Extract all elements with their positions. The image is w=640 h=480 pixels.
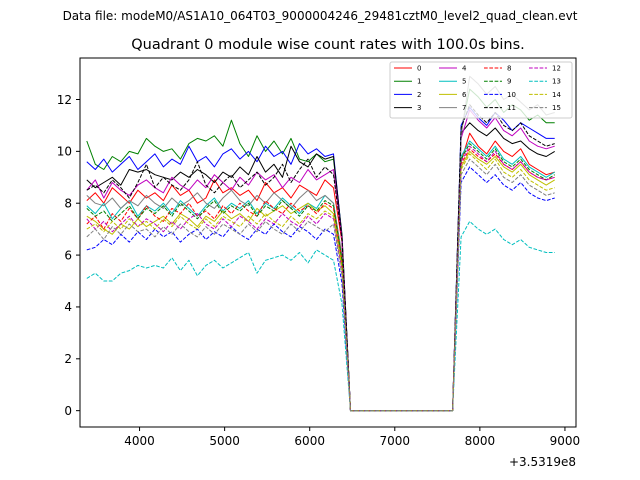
series-line-8	[86, 148, 555, 412]
series-line-3	[86, 122, 555, 412]
y-tick-label: 0	[64, 404, 72, 418]
series-line-12	[86, 145, 555, 412]
series-line-6	[86, 150, 555, 412]
series-line-5	[86, 140, 555, 412]
series-line-10	[86, 166, 555, 412]
series-line-11	[86, 104, 555, 412]
y-tick-label: 2	[64, 352, 72, 366]
legend-box	[389, 61, 573, 119]
x-tick-label: 9000	[550, 434, 581, 448]
legend-label: 2	[417, 91, 421, 99]
legend-label: 4	[462, 65, 467, 73]
x-tick-label: 8000	[465, 434, 496, 448]
y-tick-label: 10	[57, 145, 72, 159]
legend-label: 8	[507, 65, 511, 73]
plot-lines	[86, 75, 555, 412]
legend-label: 7	[462, 104, 466, 112]
plot-frame	[79, 57, 577, 428]
series-line-1	[86, 88, 555, 412]
chart-title: Quadrant 0 module wise count rates with …	[131, 37, 525, 53]
x-tick-label: 6000	[294, 434, 325, 448]
legend-label: 11	[507, 104, 516, 112]
legend-label: 0	[417, 65, 421, 73]
series-line-9	[86, 143, 555, 412]
x-tick-label: 7000	[380, 434, 411, 448]
figure-suptitle: Data file: modeM0/AS1A10_064T03_90000042…	[63, 9, 578, 23]
legend-label: 6	[462, 91, 467, 99]
legend-label: 13	[552, 78, 561, 86]
series-line-13	[86, 220, 555, 412]
y-tick-label: 12	[57, 93, 72, 107]
legend-label: 9	[507, 78, 511, 86]
series-line-14	[86, 153, 555, 412]
x-offset-label: +3.5319e8	[509, 455, 576, 469]
legend-label: 15	[552, 104, 561, 112]
y-tick-label: 8	[64, 197, 72, 211]
legend-label: 5	[462, 78, 466, 86]
x-tick-label: 4000	[124, 434, 155, 448]
legend-label: 14	[552, 91, 561, 99]
legend-label: 10	[507, 91, 516, 99]
legend-label: 12	[552, 65, 561, 73]
series-line-15	[86, 158, 555, 412]
series-line-4	[86, 109, 555, 412]
y-axis: 0 2 4 6 8 10 12	[57, 93, 80, 418]
legend-label: 3	[417, 104, 421, 112]
legend-label: 1	[417, 78, 421, 86]
y-tick-label: 6	[64, 248, 72, 262]
x-axis: 4000 5000 6000 7000 8000 9000	[124, 427, 580, 448]
x-tick-label: 5000	[209, 434, 240, 448]
series-line-2	[86, 106, 555, 412]
y-tick-label: 4	[64, 300, 72, 314]
